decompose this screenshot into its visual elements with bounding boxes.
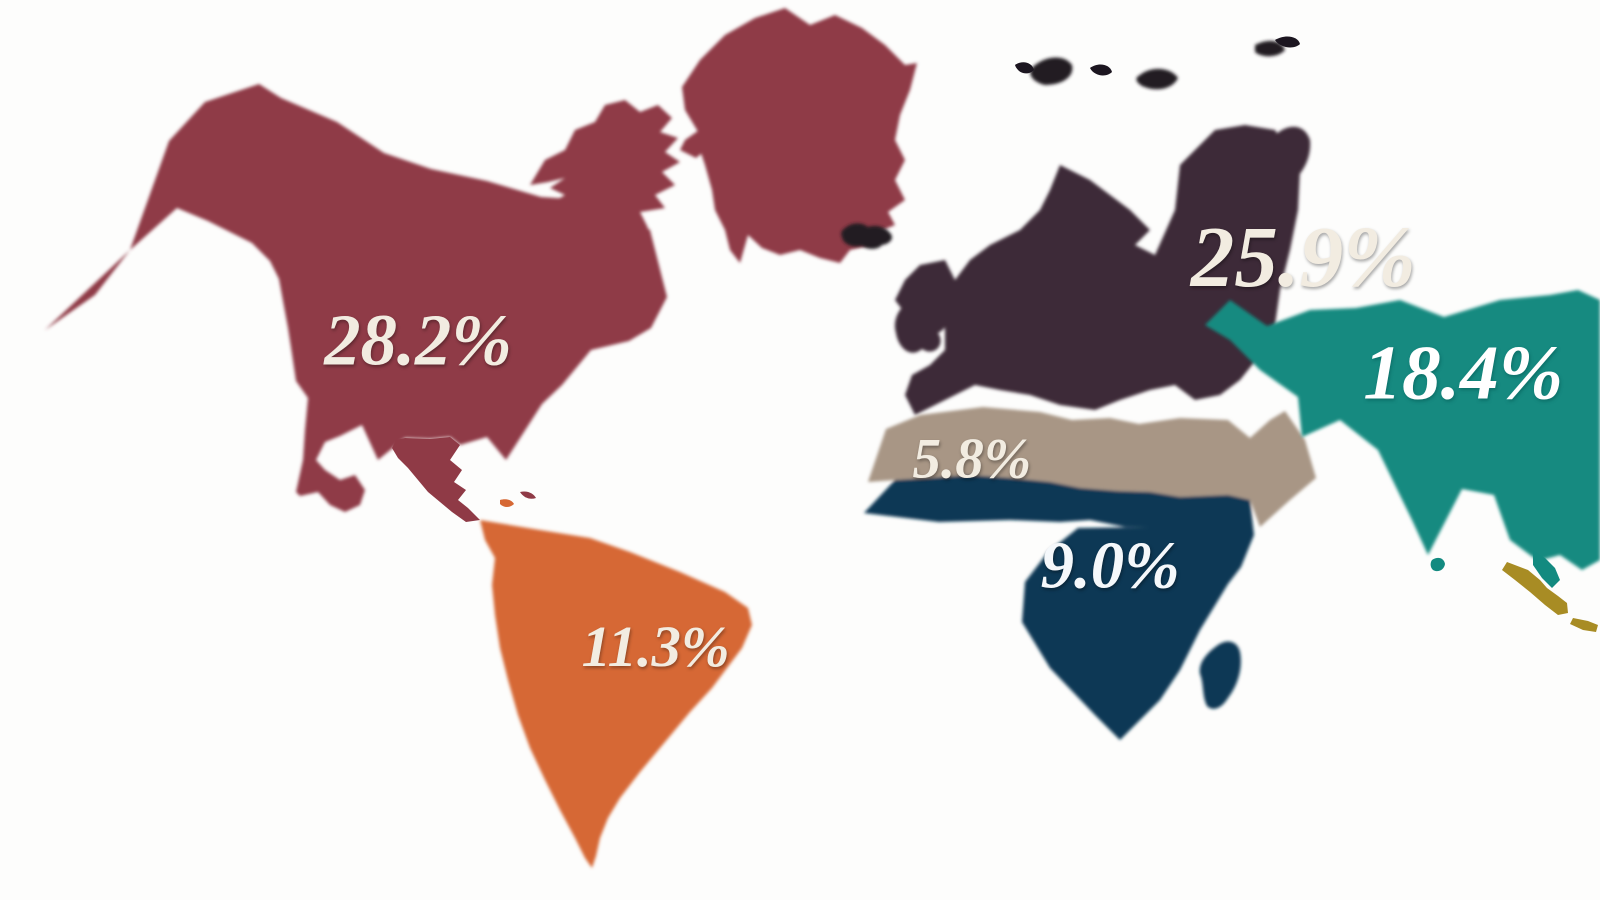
svg-text:11.3%: 11.3% bbox=[582, 614, 730, 679]
svg-text:28.2%: 28.2% bbox=[323, 300, 512, 381]
svg-text:25.9%: 25.9% bbox=[1189, 208, 1416, 305]
svg-text:9.0%: 9.0% bbox=[1041, 529, 1180, 603]
svg-text:5.8%: 5.8% bbox=[913, 428, 1032, 491]
svg-text:18.4%: 18.4% bbox=[1363, 329, 1563, 415]
